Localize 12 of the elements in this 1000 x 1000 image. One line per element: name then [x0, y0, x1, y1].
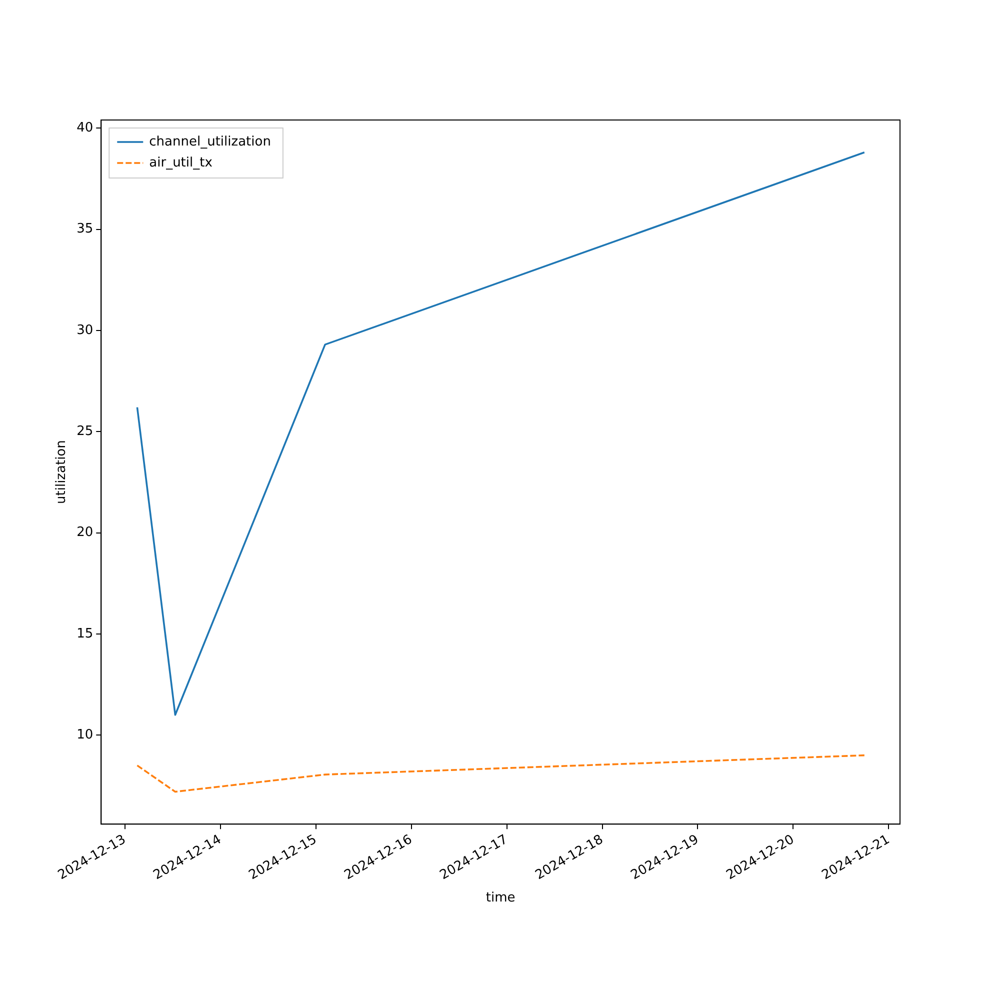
y-axis-title: utilization: [54, 440, 70, 504]
y-tick-label: 15: [76, 626, 94, 642]
legend-label: air_util_tx: [149, 155, 213, 170]
y-tick-label: 35: [76, 222, 94, 237]
x-axis-title: time: [486, 890, 516, 906]
y-tick-label: 25: [76, 424, 94, 439]
y-tick-label: 40: [76, 120, 94, 136]
y-tick-label: 30: [76, 322, 94, 338]
y-tick-label: 20: [76, 525, 94, 540]
line-series: [136, 754, 866, 793]
y-tick-label: 10: [76, 727, 94, 742]
legend-label: channel_utilization: [149, 134, 271, 150]
